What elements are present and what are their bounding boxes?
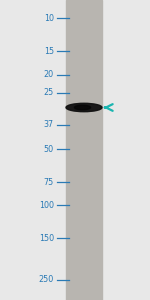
Text: 100: 100 [39,201,54,210]
Text: 10: 10 [44,14,54,22]
Text: 25: 25 [44,88,54,97]
Ellipse shape [74,105,91,110]
Text: 75: 75 [44,178,54,187]
Text: 37: 37 [44,120,54,129]
Text: 150: 150 [39,234,54,243]
Text: 15: 15 [44,46,54,56]
Text: 250: 250 [39,275,54,284]
Ellipse shape [66,103,102,112]
Text: 50: 50 [44,145,54,154]
Text: 20: 20 [44,70,54,79]
Bar [66,0,102,300]
